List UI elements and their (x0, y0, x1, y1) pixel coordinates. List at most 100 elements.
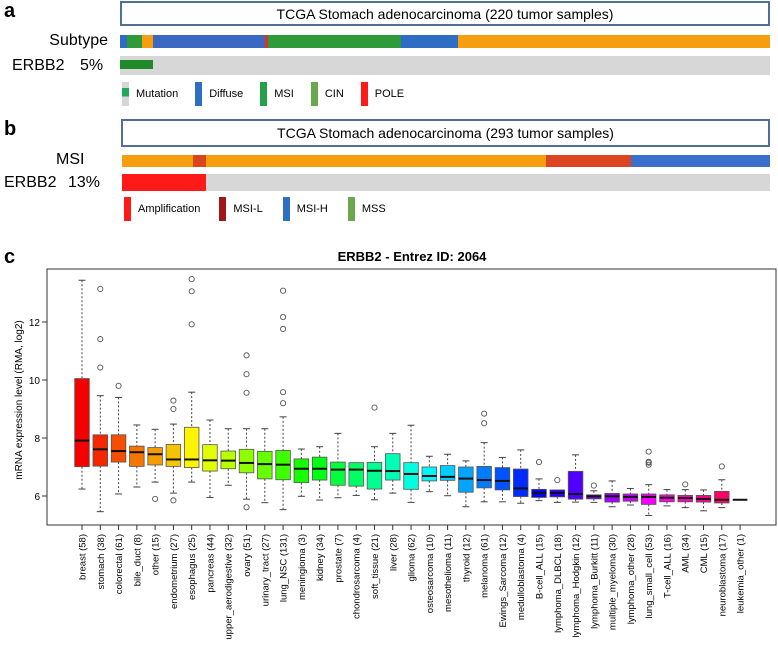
legend-swatch (310, 82, 318, 106)
box-neuroblastoma (714, 463, 730, 509)
outlier-point (682, 481, 689, 488)
outlier-point (645, 461, 652, 468)
legend-swatch (282, 197, 290, 221)
iqr-box (421, 466, 438, 482)
box-Ewings_Sarcoma (494, 456, 511, 503)
box-colorectal (110, 382, 127, 495)
box-esophagus (183, 276, 200, 483)
iqr-box (494, 467, 511, 491)
legend-item: Mutation (122, 82, 178, 106)
outlier-point (97, 364, 104, 371)
iqr-box (293, 458, 310, 484)
outlier-point (170, 497, 177, 504)
iqr-box (183, 426, 200, 468)
iqr-box (165, 443, 182, 467)
subtype-segment (458, 35, 770, 48)
legend-label: Diffuse (209, 88, 244, 100)
panel-b-title: TCGA Stomach adenocarcinoma (293 tumor s… (121, 119, 770, 147)
outlier-point (645, 459, 652, 466)
x-tick-label: lymphoma_Burkitt (11) (589, 534, 600, 629)
erbb2-label-a: ERBB2 (12, 57, 65, 74)
outlier-point (243, 504, 250, 511)
x-tick-label: T-cell_ALL (16) (662, 534, 673, 598)
legend-label: MSS (361, 203, 386, 215)
subtype-segment (142, 35, 154, 48)
legend-label: Mutation (136, 88, 179, 100)
msi-label: MSI (56, 151, 85, 168)
box-lymphoma_DLBCL (549, 476, 565, 503)
box-ovary (238, 352, 255, 511)
box-pancreas (202, 419, 218, 498)
legend-item: CIN (310, 82, 344, 106)
legend-swatch (219, 197, 227, 221)
legend-item: MSI-L (219, 197, 263, 221)
box-breast (74, 279, 90, 490)
legend-item: MSI-H (282, 197, 328, 221)
iqr-box (348, 462, 364, 487)
y-tick-label: 12 (29, 318, 41, 329)
x-tick-label: lymphoma_other (28) (626, 534, 637, 624)
x-tick-label: bile_duct (8) (132, 534, 143, 586)
panel-a-letter: a (4, 0, 16, 22)
box-prostate (330, 432, 346, 499)
panel-a-title: TCGA Stomach adenocarcinoma (220 tumor s… (120, 1, 770, 26)
x-tick-label: lymphoma_Hodgkin (12) (571, 534, 582, 638)
x-tick-label: esophagus (25) (187, 534, 198, 600)
msi-segment (192, 155, 206, 167)
outlier-point (243, 389, 250, 396)
msi-segment (546, 155, 631, 167)
x-tick-label: kidney (34) (315, 534, 326, 581)
outlier-point (188, 288, 195, 295)
subtype-segment (120, 35, 128, 48)
legend-swatch (124, 197, 131, 221)
outlier-point (481, 410, 488, 417)
x-axis: breast (58) stomach (38) colorectal (61) bi… (78, 525, 747, 640)
iqr-box (513, 468, 529, 497)
x-tick-label: other (15) (151, 534, 162, 575)
outlier-point (170, 397, 177, 404)
iqr-box (640, 493, 657, 505)
iqr-box (74, 378, 90, 468)
y-tick-label: 6 (34, 492, 40, 503)
box-meningioma (293, 448, 310, 497)
y-tick-label: 10 (29, 376, 41, 387)
outlier-point (535, 459, 543, 466)
x-tick-label: glioma (62) (407, 534, 418, 582)
x-tick-label: colorectal (61) (114, 534, 125, 594)
erbb2-track-b (122, 174, 770, 191)
box-other (147, 428, 163, 502)
x-tick-label: multiple_myeloma (30) (608, 534, 619, 630)
legend-label: CIN (324, 88, 344, 100)
legend-swatch (347, 197, 355, 221)
erbb2-pct-a: 5% (80, 57, 104, 74)
iqr-box (366, 461, 383, 490)
iqr-box (567, 470, 584, 500)
legend-item: Amplification (124, 197, 200, 221)
y-axis-label: mRNA expression level (RMA, log2) (14, 320, 25, 480)
iqr-box (238, 448, 255, 474)
erbb2-track-a (120, 56, 770, 75)
iqr-box (604, 492, 620, 503)
outlier-point (645, 448, 652, 455)
box-lung_small_cell (640, 448, 657, 516)
box-T-cell_ALL (659, 489, 675, 507)
x-tick-label: Ewings_Sarcoma (12) (498, 534, 509, 627)
x-tick-label: neuroblastoma (17) (717, 534, 728, 616)
legend-label: POLE (374, 88, 405, 100)
box-multiple_myeloma (604, 480, 620, 508)
legend-item: MSI (260, 82, 294, 106)
box-AML (677, 481, 693, 509)
outlier-point (280, 400, 287, 407)
box-soft_tissue (366, 404, 383, 501)
chart-title: ERBB2 - Entrez ID: 2064 (338, 249, 488, 264)
y-tick-label: 8 (34, 434, 40, 445)
x-tick-label: urinary_tract (27) (260, 534, 271, 606)
outlier-point (188, 276, 195, 283)
iqr-box (147, 447, 163, 466)
legend-label: MSI-H (296, 203, 328, 215)
outlier-point (280, 287, 287, 294)
box-lung_NSC (275, 287, 291, 511)
outlier-point (243, 352, 250, 359)
msi-segment (630, 155, 770, 167)
legend-swatch (195, 82, 203, 106)
